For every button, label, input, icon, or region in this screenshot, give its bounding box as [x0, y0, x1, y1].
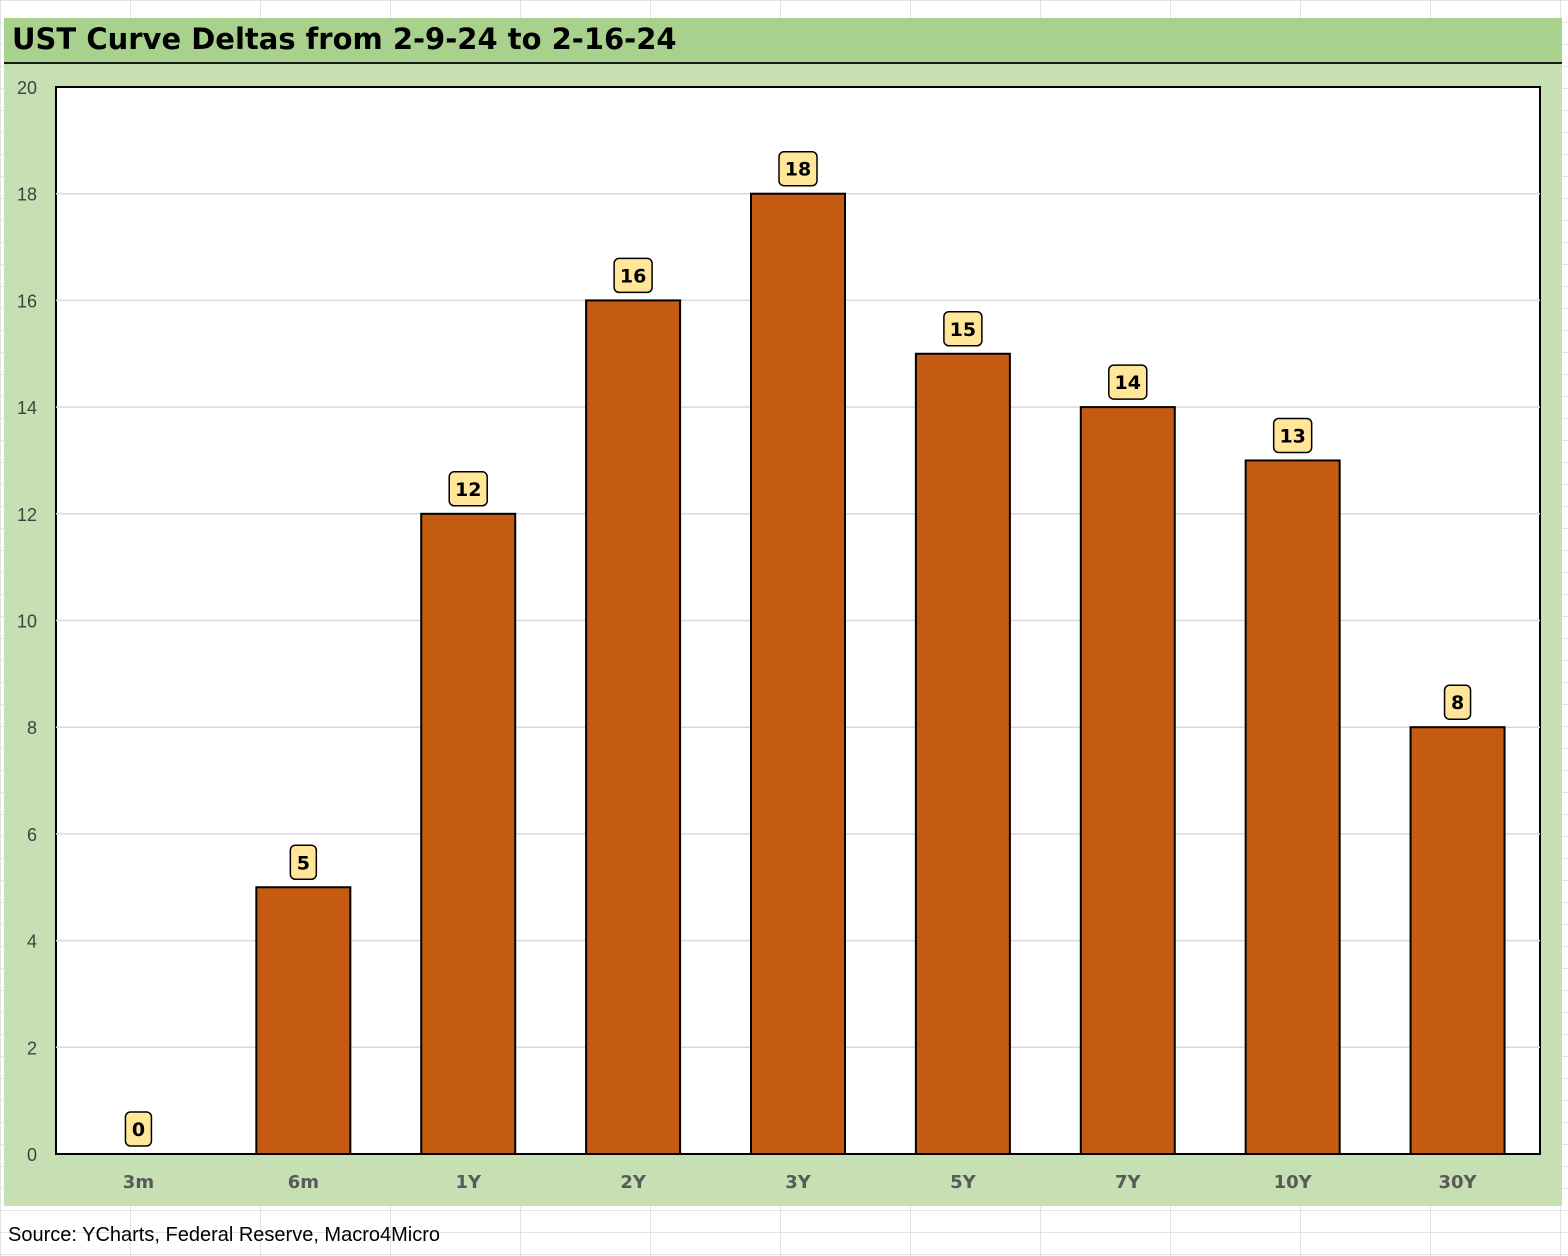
bar-10Y: [1244, 459, 1341, 1155]
bar-3Y: [750, 192, 846, 1155]
data-label-1Y: 12: [455, 479, 481, 501]
bar-5Y: [914, 352, 1011, 1155]
data-label-box-6m: [289, 844, 318, 880]
y-tick-label: 2: [27, 1038, 37, 1058]
x-tick-label-3m: 3m: [123, 1172, 154, 1193]
data-label-7Y: 14: [1115, 372, 1141, 394]
bar-7Y: [1079, 406, 1176, 1156]
bar-1Y: [420, 512, 517, 1155]
y-tick-label: 4: [27, 932, 37, 952]
title-bar: UST Curve Deltas from 2-9-24 to 2-16-24: [4, 18, 1562, 64]
x-tick-label-2Y: 2Y: [620, 1172, 647, 1193]
bar-2Y: [585, 299, 682, 1155]
x-tick-label-7Y: 7Y: [1115, 1172, 1142, 1193]
data-label-box-2Y: [613, 257, 653, 294]
x-tick-label-5Y: 5Y: [950, 1172, 977, 1193]
chart-title: UST Curve Deltas from 2-9-24 to 2-16-24: [12, 22, 677, 56]
x-tick-label-6m: 6m: [288, 1172, 319, 1193]
data-label-box-1Y: [448, 471, 488, 507]
bar-30Y: [1409, 726, 1506, 1155]
y-tick-label: 10: [17, 612, 37, 632]
y-tick-label: 14: [17, 398, 37, 418]
bars: [255, 192, 1506, 1156]
x-tick-label-30Y: 30Y: [1439, 1172, 1478, 1193]
bar-6m: [255, 886, 352, 1155]
data-label-box-10Y: [1272, 417, 1313, 454]
data-label-box-30Y: [1443, 684, 1472, 720]
data-label-box-5Y: [943, 311, 983, 347]
data-label-3Y: 18: [785, 159, 811, 181]
data-label-10Y: 13: [1279, 425, 1305, 447]
data-label-box-3Y: [778, 150, 818, 187]
data-label-2Y: 16: [620, 265, 646, 287]
source-note: Source: YCharts, Federal Reserve, Macro4…: [8, 1224, 441, 1246]
data-label-box-3m: [124, 1111, 153, 1147]
data-label-3m: 0: [132, 1119, 145, 1141]
data-labels: 0 5 12 16 18 15 14 13 8: [124, 150, 1472, 1147]
x-axis-ticks: 3m 6m 1Y 2Y 3Y 5Y 7Y 10Y 30Y: [123, 1172, 1478, 1193]
y-axis-ticks: 0 2 4 6 8 10 12 14 16 18 20: [17, 78, 37, 1165]
data-label-6m: 5: [297, 852, 310, 874]
data-label-30Y: 8: [1451, 692, 1464, 714]
y-tick-label: 16: [17, 291, 37, 311]
x-tick-label-10Y: 10Y: [1274, 1172, 1313, 1193]
y-tick-label: 20: [17, 78, 37, 98]
y-tick-label: 0: [27, 1145, 37, 1165]
data-label-5Y: 15: [950, 319, 976, 341]
y-tick-label: 18: [17, 185, 37, 205]
bar-chart: 0 2 4 6 8 10 12 14 16 18 20 3m 6m 1Y 2Y 3Y 5Y 7Y 10Y 30Y 0…: [17, 78, 1541, 1193]
y-tick-label: 6: [27, 825, 37, 845]
data-label-box-7Y: [1108, 364, 1148, 400]
x-tick-label-3Y: 3Y: [785, 1172, 812, 1193]
x-tick-label-1Y: 1Y: [455, 1172, 482, 1193]
y-tick-label: 12: [17, 505, 37, 525]
y-tick-label: 8: [27, 718, 37, 738]
